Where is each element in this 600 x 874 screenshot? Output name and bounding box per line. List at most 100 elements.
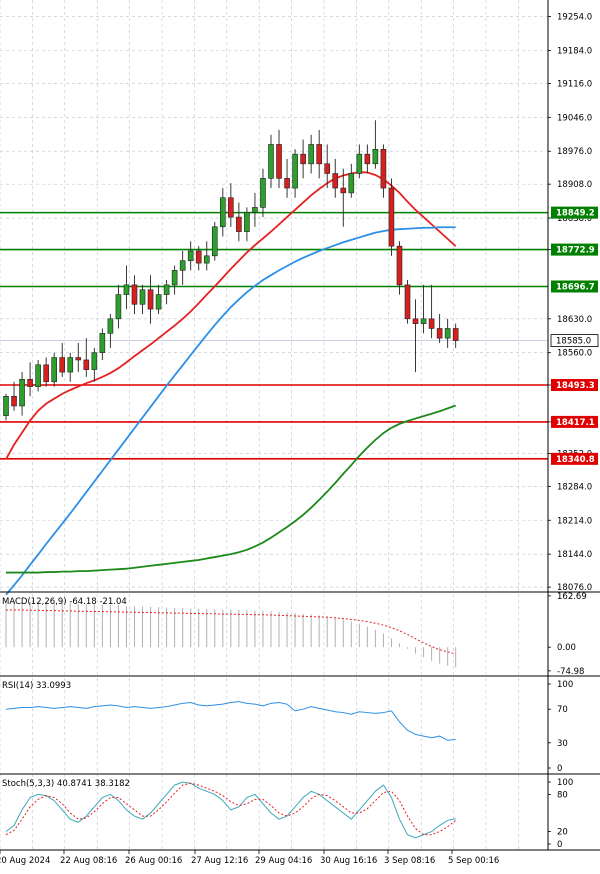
label-layer: 18849.2 18772.9 18696.7 18493.3 18417.1 18340… [2, 206, 599, 789]
current-price-label: 18585.0 [556, 337, 591, 347]
time-tick-label-4: 29 Aug 04:16 [255, 856, 312, 866]
candle-body-53 [428, 318, 435, 329]
price-tick-label-6: 18838.0 [557, 214, 592, 224]
candle-body-40 [324, 163, 331, 174]
rsi-tick-label-2: 30 [557, 739, 568, 749]
level-label-1: 18772.9 [556, 246, 595, 256]
candle-body-51 [412, 318, 419, 324]
candle-body-52 [420, 318, 427, 324]
level-badge-3 [551, 378, 598, 391]
candle-body-19 [155, 294, 162, 310]
candle-body-23 [187, 250, 194, 261]
macd-signal-line [6, 609, 456, 655]
candle-body-14 [115, 294, 122, 320]
candle-body-46 [372, 148, 379, 165]
time-tick-label-2: 26 Aug 00:16 [125, 856, 182, 866]
candle-body-50 [404, 284, 411, 320]
indicator-layer [5, 601, 457, 839]
price-tick-label-2: 19116.0 [557, 79, 592, 89]
candle-body-28 [228, 197, 234, 218]
price-tick-label-4: 18976.0 [557, 147, 592, 157]
current-price-badge [550, 334, 599, 347]
price-tick-label-8: 18630.0 [557, 315, 592, 325]
candle-body-29 [236, 216, 242, 232]
candle-body-15 [123, 284, 130, 295]
stoch-tick-label-2: 20 [557, 828, 568, 838]
rsi-line [5, 701, 456, 741]
stoch-k-line [5, 781, 456, 839]
candle-body-42 [340, 187, 347, 194]
stoch-tick-label-3: 0 [557, 840, 562, 850]
candle-body-1 [11, 395, 17, 407]
candle-body-3 [27, 379, 33, 387]
candle-body-31 [252, 207, 258, 213]
rsi-tick-label-1: 70 [557, 705, 568, 715]
price-tick-label-9: 18560.0 [557, 349, 592, 359]
time-tick-label-0: 20 Aug 2024 [0, 856, 50, 866]
candle-body-25 [203, 255, 210, 264]
candle-body-56 [452, 328, 459, 341]
candle-body-6 [51, 357, 57, 383]
candle-body-24 [195, 250, 202, 264]
candle-body-49 [396, 245, 403, 286]
level-label-3: 18493.3 [556, 381, 595, 391]
candle-body-48 [388, 187, 395, 247]
time-tick-label-6: 3 Sep 08:16 [384, 856, 435, 866]
candle-body-45 [364, 153, 371, 165]
price-tick-label-0: 19254.0 [557, 13, 592, 23]
stoch-d-line [5, 782, 456, 836]
candle-body-11 [91, 352, 98, 370]
candle-body-5 [43, 364, 49, 383]
price-tick-label-15: 18144.0 [557, 550, 592, 560]
candle-body-32 [260, 178, 266, 208]
ma-line-1 [5, 226, 456, 596]
candle-body-41 [332, 173, 339, 189]
level-label-4: 18417.1 [556, 418, 595, 428]
price-tick-label-1: 19184.0 [557, 46, 592, 56]
macd-tick-label-1: 0.00 [557, 643, 576, 653]
candle-body-2 [19, 379, 25, 407]
candle-body-7 [59, 357, 66, 373]
candle-body-44 [356, 153, 363, 174]
macd-label: MACD(12,26,9) -64.18 -21.04 [2, 597, 127, 607]
ma-line-2 [6, 404, 456, 574]
candle-body-26 [211, 226, 218, 257]
stoch-tick-label-1: 80 [557, 790, 568, 800]
level-badge-1 [551, 243, 598, 256]
time-tick-label-5: 30 Aug 16:16 [320, 856, 377, 866]
time-tick-label-1: 22 Aug 08:16 [60, 856, 117, 866]
price-tick-label-5: 18908.0 [557, 180, 592, 190]
candle-body-16 [131, 284, 138, 305]
candle-body-54 [436, 328, 443, 339]
candle-body-10 [83, 359, 90, 370]
price-tick-label-16: 18076.0 [557, 583, 592, 593]
candle-body-47 [380, 148, 387, 189]
stoch-label: Stoch(5,3,3) 40.8741 38.3182 [2, 779, 130, 789]
level-layer [0, 211, 548, 460]
candle-layer [3, 120, 459, 421]
level-badge-2 [551, 280, 598, 293]
candle-body-22 [179, 260, 186, 271]
stoch-tick-label-0: 100 [557, 778, 573, 788]
time-tick-label-7: 5 Sep 00:16 [448, 856, 499, 866]
price-tick-label-14: 18214.0 [557, 516, 592, 526]
level-label-0: 18849.2 [556, 209, 595, 219]
candle-body-0 [3, 395, 9, 416]
candle-body-38 [308, 144, 314, 165]
candle-body-8 [67, 357, 74, 373]
rsi-tick-label-3: 0 [557, 764, 562, 774]
level-label-5: 18340.8 [556, 455, 595, 465]
candle-body-27 [220, 197, 226, 228]
rsi-tick-label-0: 100 [557, 680, 573, 690]
level-badge-4 [551, 415, 598, 428]
level-badge-0 [551, 206, 598, 219]
candle-body-17 [139, 289, 146, 305]
candle-body-4 [35, 364, 41, 387]
candle-body-36 [292, 153, 298, 189]
time-tick-label-3: 27 Aug 12:16 [191, 856, 248, 866]
macd-tick-label-2: -74.98 [557, 667, 584, 677]
candle-body-12 [99, 333, 106, 353]
macd-tick-label-0: 162.69 [557, 592, 587, 602]
